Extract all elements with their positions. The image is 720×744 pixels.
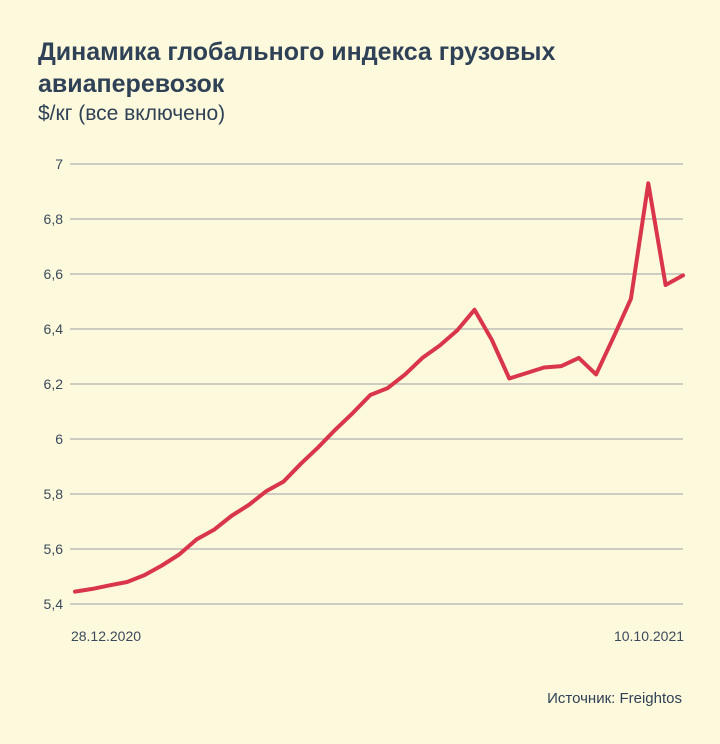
y-tick-label-1: 5,6 xyxy=(44,541,64,557)
y-tick-label-0: 5,4 xyxy=(44,596,64,612)
y-tick-label-4: 6,2 xyxy=(44,376,64,392)
x-axis-ticks: 28.12.2020 10.10.2021 xyxy=(71,628,684,644)
series-layer xyxy=(73,181,685,594)
y-tick-label-8: 7 xyxy=(55,156,63,172)
x-tick-label-last: 10.10.2021 xyxy=(614,628,684,644)
y-axis-ticks: 5,4 5,6 5,8 6 6,2 6,4 6,6 6,8 7 xyxy=(44,156,64,612)
y-tick-label-2: 5,8 xyxy=(44,486,64,502)
series-line xyxy=(73,181,685,594)
grid-lines xyxy=(70,163,683,605)
y-tick-label-5: 6,4 xyxy=(44,321,64,337)
source-note: Источник: Freightos xyxy=(547,690,682,707)
y-tick-label-6: 6,6 xyxy=(44,266,64,282)
chart-title: Динамика глобального индекса грузовых ав… xyxy=(38,38,556,98)
y-tick-label-3: 6 xyxy=(55,431,63,447)
chart-subtitle: $/кг (все включено) xyxy=(38,102,226,125)
x-tick-label-first: 28.12.2020 xyxy=(71,628,141,644)
y-tick-label-7: 6,8 xyxy=(44,211,64,227)
